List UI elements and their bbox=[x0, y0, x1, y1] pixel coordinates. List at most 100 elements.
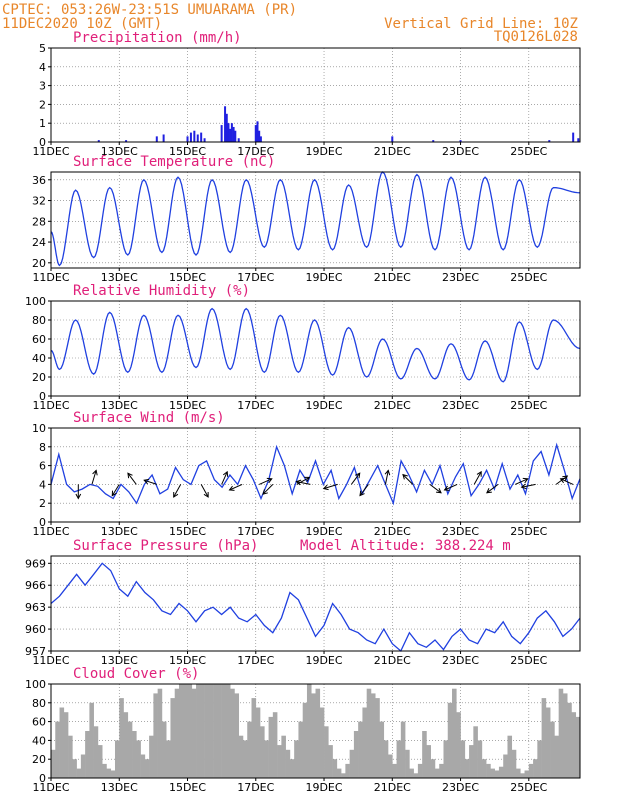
wind-arrow-head bbox=[222, 470, 229, 477]
x-tick-label: 19DEC bbox=[305, 654, 342, 667]
x-tick-label: 23DEC bbox=[442, 399, 479, 412]
wind-arrow-head bbox=[228, 485, 235, 491]
cloud-bar bbox=[80, 754, 86, 778]
cloud-bar bbox=[447, 702, 453, 778]
y-tick-label: 957 bbox=[25, 645, 46, 658]
cloud-bar bbox=[187, 684, 193, 778]
x-tick-label: 25DEC bbox=[510, 271, 547, 284]
x-tick-label: 19DEC bbox=[305, 525, 342, 538]
cloud-bar bbox=[426, 745, 431, 778]
x-tick-label: 25DEC bbox=[510, 145, 547, 158]
y-tick-label: 40 bbox=[32, 734, 46, 747]
precip-bar bbox=[186, 136, 189, 142]
precip-bar bbox=[572, 132, 575, 142]
cloud-bar bbox=[277, 745, 282, 778]
cloud-bar bbox=[89, 702, 94, 778]
wind-arrow-head bbox=[127, 472, 133, 479]
y-tick-label: 4 bbox=[39, 478, 46, 491]
cloud-bar bbox=[383, 740, 389, 778]
wind-arrow-head bbox=[562, 475, 569, 481]
cloud-bar bbox=[328, 745, 333, 778]
cloud-bar bbox=[294, 740, 299, 778]
panel-frame bbox=[50, 683, 581, 779]
precip-bar bbox=[234, 130, 237, 142]
cloud-bar bbox=[153, 693, 158, 778]
wind-arrow bbox=[111, 484, 120, 496]
x-tick-label: 17DEC bbox=[237, 399, 274, 412]
wind-arrow bbox=[323, 483, 338, 490]
x-tick-label: 13DEC bbox=[101, 145, 138, 158]
cloud-bar bbox=[490, 768, 495, 778]
x-tick-label: 25DEC bbox=[510, 781, 547, 794]
wind-arrow bbox=[486, 483, 499, 494]
cloud-bar bbox=[298, 721, 304, 778]
y-tick-label: 20 bbox=[32, 753, 46, 766]
y-tick-label: 0 bbox=[39, 772, 46, 785]
x-tick-label: 25DEC bbox=[510, 525, 547, 538]
y-tick-label: 960 bbox=[25, 623, 46, 636]
cloud-bar bbox=[123, 712, 129, 778]
x-tick-label: 11DEC bbox=[32, 525, 69, 538]
cloud-bar bbox=[217, 684, 222, 778]
cloud-bar bbox=[400, 721, 406, 778]
panel-frame bbox=[50, 47, 581, 143]
cloud-bar bbox=[315, 688, 321, 778]
x-tick-label: 11DEC bbox=[32, 145, 69, 158]
cloud-bar bbox=[558, 688, 564, 778]
wind-arrow bbox=[258, 478, 272, 485]
cloud-bar bbox=[55, 721, 60, 778]
cloud-bar bbox=[255, 707, 261, 778]
cloud-bar bbox=[242, 740, 248, 778]
precip-bar bbox=[203, 138, 206, 142]
x-tick-label: 19DEC bbox=[305, 145, 342, 158]
cloud-bar bbox=[550, 721, 555, 778]
cloud-bar bbox=[545, 707, 551, 778]
x-tick-label: 11DEC bbox=[32, 654, 69, 667]
y-tick-label: 2 bbox=[39, 497, 46, 510]
cloud-bar bbox=[85, 731, 90, 778]
cloud-bar bbox=[575, 716, 581, 778]
cloud-bar bbox=[238, 735, 244, 778]
wind-arrow-head bbox=[443, 485, 450, 491]
cloud-bar bbox=[311, 693, 316, 778]
wind-arrow-head bbox=[520, 483, 527, 490]
wind-arrow-head bbox=[486, 488, 492, 494]
wind-arrow bbox=[521, 483, 536, 488]
wind-arrow bbox=[444, 483, 458, 491]
cloud-bar bbox=[97, 745, 103, 778]
cloud-bar bbox=[149, 735, 154, 778]
precip-bar bbox=[259, 136, 262, 142]
panel-frame bbox=[50, 171, 581, 269]
cloud-bar bbox=[481, 759, 487, 778]
wind-arrow bbox=[127, 472, 137, 485]
wind-arrow bbox=[402, 474, 414, 485]
precip-bar bbox=[232, 126, 235, 142]
precip-bar bbox=[225, 113, 228, 142]
x-tick-label: 15DEC bbox=[169, 271, 206, 284]
cloud-bar bbox=[260, 726, 265, 778]
cloud-bar bbox=[503, 754, 508, 778]
precip-bar bbox=[125, 140, 128, 142]
cloud-bar bbox=[281, 735, 286, 778]
wind-arrow-head bbox=[173, 491, 179, 498]
cloud-bar bbox=[106, 768, 112, 778]
cloud-bar bbox=[166, 740, 171, 778]
cloud-bar bbox=[72, 759, 77, 778]
cloud-bar bbox=[157, 688, 163, 778]
x-tick-label: 13DEC bbox=[101, 399, 138, 412]
precip-bar bbox=[577, 138, 580, 142]
x-tick-label: 15DEC bbox=[169, 399, 206, 412]
header-line2: 11DEC2020 10Z (GMT) bbox=[2, 16, 162, 32]
series-line bbox=[50, 442, 581, 506]
cloud-bar bbox=[507, 735, 513, 778]
x-tick-label: 21DEC bbox=[374, 271, 411, 284]
cloud-bar bbox=[554, 735, 559, 778]
cloud-bar bbox=[178, 684, 184, 778]
cloud-bar bbox=[520, 773, 525, 778]
y-tick-label: 10 bbox=[32, 422, 46, 435]
cloud-bar bbox=[417, 763, 423, 778]
cloud-bar bbox=[358, 721, 363, 778]
cloud-bar bbox=[306, 684, 312, 778]
cloud-bar bbox=[464, 759, 470, 778]
panel-4: 957 960 963 966 969 11DEC 13DEC 15DEC 17DEC 19DEC… bbox=[25, 538, 581, 667]
